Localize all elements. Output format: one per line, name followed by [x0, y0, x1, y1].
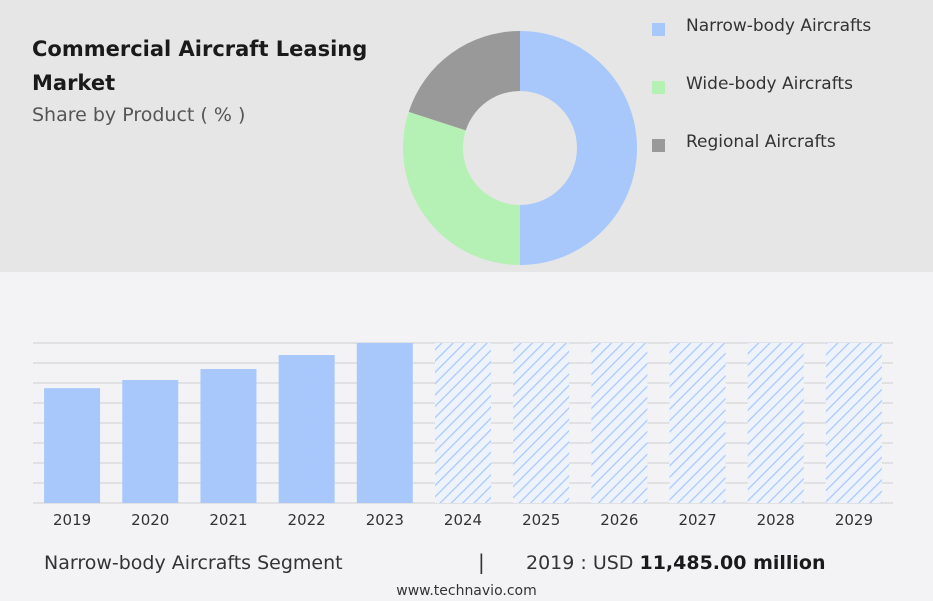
legend-label-wide-body: Wide-body Aircrafts — [686, 74, 853, 94]
forecast-bar-2027 — [669, 343, 726, 503]
forecast-bar-2026 — [591, 343, 648, 503]
bar-2022 — [278, 355, 335, 503]
forecast-bar-2024 — [435, 343, 491, 503]
legend-swatch-wide-body — [652, 81, 665, 94]
x-tick-label: 2024 — [444, 511, 482, 529]
bar-2023 — [356, 343, 413, 503]
footer-value: 2019 : USD 11,485.00 million — [526, 552, 826, 574]
page-subtitle: Share by Product ( % ) — [32, 104, 246, 126]
bar-2020 — [122, 380, 179, 503]
forecast-bar-2029 — [825, 343, 882, 503]
legend-swatch-narrow-body — [652, 23, 665, 36]
x-tick-label: 2028 — [757, 511, 795, 529]
x-tick-label: 2019 — [53, 511, 91, 529]
x-tick-label: 2027 — [678, 511, 716, 529]
legend-label-regional: Regional Aircrafts — [686, 132, 836, 152]
x-tick-label: 2025 — [522, 511, 560, 529]
bar-chart: 2019 2020 2021 2022 2023 2024 2025 2026 2027 2028… — [33, 342, 893, 529]
x-tick-label: 2020 — [131, 511, 169, 529]
footer-separator: | — [478, 550, 485, 574]
legend-swatch-regional — [652, 139, 665, 152]
page-title: Commercial Aircraft Leasing Market — [32, 37, 368, 95]
donut-slice-wide-body-aircrafts — [403, 111, 520, 266]
forecast-bar-2028 — [747, 343, 804, 503]
donut-slice-narrow-body-aircrafts — [520, 31, 637, 265]
source-link[interactable]: www.technavio.com — [396, 583, 537, 599]
donut-chart — [403, 31, 637, 266]
legend-label-narrow-body: Narrow-body Aircrafts — [686, 16, 872, 36]
donut-slice-regional-aircrafts — [408, 31, 520, 131]
bar-2019 — [44, 388, 101, 503]
forecast-bar-2025 — [513, 343, 570, 503]
footer-value-amount: 11,485.00 million — [639, 552, 826, 574]
footer-value-prefix: 2019 : USD — [526, 552, 634, 574]
x-tick-label: 2022 — [288, 511, 326, 529]
bar-2021 — [200, 369, 257, 503]
x-tick-label: 2021 — [209, 511, 247, 529]
x-tick-label: 2026 — [600, 511, 638, 529]
footer-segment-label: Narrow-body Aircrafts Segment — [44, 552, 343, 574]
x-tick-label: 2023 — [366, 511, 404, 529]
x-tick-label: 2029 — [835, 511, 873, 529]
